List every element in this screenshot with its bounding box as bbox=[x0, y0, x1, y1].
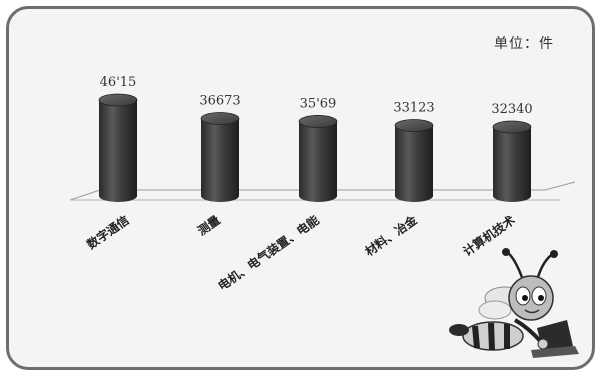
bar-3 bbox=[298, 115, 338, 202]
category-label: 测量 bbox=[194, 212, 222, 238]
bar-2 bbox=[200, 112, 240, 202]
category-label: 电机、电气装置、电能 bbox=[215, 212, 322, 293]
bar-4 bbox=[394, 119, 434, 202]
value-label: 36673 bbox=[199, 94, 240, 109]
bar-cap bbox=[492, 120, 532, 134]
bar-cap bbox=[298, 115, 338, 128]
bar-body bbox=[395, 125, 433, 202]
bar-body bbox=[99, 100, 137, 202]
bee-mascot-icon bbox=[449, 248, 579, 358]
bar-5 bbox=[492, 120, 532, 202]
category-label: 数字通信 bbox=[84, 212, 132, 252]
value-label: 33123 bbox=[393, 100, 434, 115]
value-label: 46'15 bbox=[100, 75, 137, 90]
bar-cap bbox=[200, 112, 240, 125]
bar-cap bbox=[98, 93, 138, 107]
value-label: 35'69 bbox=[300, 96, 337, 111]
bar-cap bbox=[394, 119, 434, 132]
bar-1 bbox=[98, 93, 138, 202]
category-label: 材料、冶金 bbox=[361, 212, 420, 260]
bar-body bbox=[201, 118, 239, 202]
bar-body bbox=[493, 127, 531, 202]
unit-label: 单位：件 bbox=[494, 36, 554, 52]
bar-body bbox=[299, 121, 337, 202]
value-label: 32340 bbox=[491, 102, 532, 117]
